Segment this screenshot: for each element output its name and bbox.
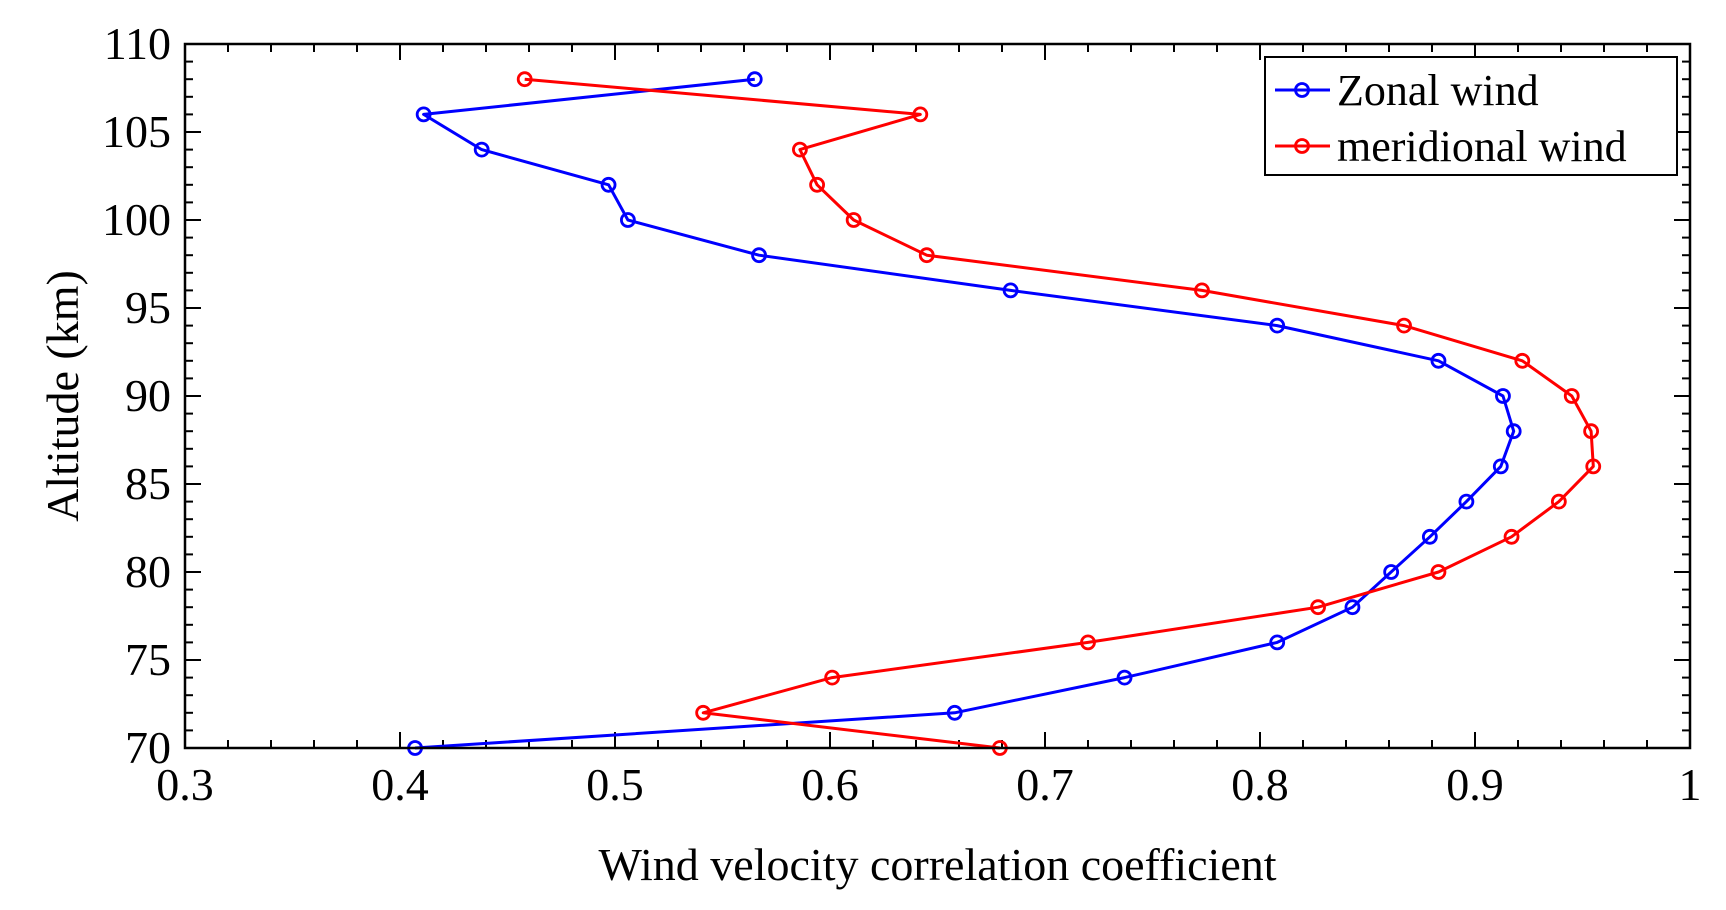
legend-label: Zonal wind: [1337, 66, 1539, 115]
y-tick-label: 95: [125, 282, 171, 333]
data-point: [516, 71, 533, 88]
data-point: [1269, 317, 1286, 334]
data-point: [415, 106, 432, 123]
y-tick-label: 75: [125, 634, 171, 685]
data-point: [1505, 423, 1522, 440]
x-tick-label: 0.9: [1446, 759, 1504, 810]
data-point: [1269, 634, 1286, 651]
x-tick-label: 0.3: [156, 759, 214, 810]
legend-items: Zonal wind meridional wind: [1275, 66, 1627, 171]
y-tick-label: 80: [125, 546, 171, 597]
x-tick-label: 1: [1679, 759, 1702, 810]
data-point: [1002, 282, 1019, 299]
data-point: [1583, 423, 1599, 440]
data-point: [746, 71, 763, 88]
data-point: [1421, 528, 1438, 545]
y-tick-label: 70: [125, 722, 171, 773]
legend-entry: meridional wind: [1275, 122, 1627, 171]
y-tick-label: 90: [125, 370, 171, 421]
data-point: [1396, 317, 1412, 334]
data-point: [1116, 669, 1133, 686]
data-point: [1563, 388, 1580, 404]
data-point: [792, 141, 808, 158]
data-point: [1514, 352, 1531, 369]
legend-swatch-marker: [1294, 138, 1310, 154]
data-point: [751, 247, 767, 264]
data-point: [1383, 564, 1400, 580]
legend: Zonal wind meridional wind: [1264, 56, 1678, 176]
data-point: [946, 704, 963, 721]
data-point: [695, 704, 712, 721]
data-point: [600, 176, 617, 193]
data-point: [1458, 493, 1475, 510]
legend-swatch-marker: [1294, 82, 1310, 98]
x-tick-label: 0.5: [586, 759, 644, 810]
y-tick-label: 105: [102, 106, 171, 157]
labels-layer: 0.3 0.4 0.5 0.6 0.7 0.8 0.9 1 70 75 80 85 90 95 100 105…: [102, 18, 1702, 810]
data-point: [1550, 493, 1567, 510]
data-point: [1503, 528, 1520, 545]
x-tick-label: 0.7: [1016, 759, 1074, 810]
data-point: [1194, 282, 1210, 299]
data-point: [1585, 458, 1602, 475]
data-point: [1495, 388, 1511, 404]
data-point: [1344, 599, 1361, 616]
x-tick-label: 0.4: [371, 759, 429, 810]
x-tick-label: 0.6: [801, 759, 859, 810]
data-point: [620, 212, 636, 228]
data-point: [1492, 458, 1509, 475]
data-point: [1430, 564, 1447, 580]
series-line: [524, 77, 1595, 750]
y-tick-label: 85: [125, 458, 171, 509]
x-axis-title: Wind velocity correlation coefficient: [598, 839, 1276, 890]
data-point: [912, 106, 929, 123]
legend-box: [1264, 56, 1678, 176]
data-point: [1310, 599, 1326, 616]
x-tick-label: 0.8: [1231, 759, 1289, 810]
legend-label: meridional wind: [1337, 122, 1627, 171]
legend-entry: Zonal wind: [1275, 66, 1539, 115]
data-point: [1430, 352, 1447, 369]
data-point: [473, 141, 490, 158]
series-2: [516, 71, 1602, 756]
y-tick-label: 100: [102, 194, 171, 245]
y-tick-label: 110: [104, 18, 171, 69]
data-point: [845, 212, 862, 228]
y-axis-title: Altitude (km): [37, 270, 88, 522]
data-point: [1080, 634, 1096, 651]
data-point: [918, 247, 935, 264]
data-point: [824, 669, 841, 686]
series-layer: [407, 71, 1602, 756]
plot-frame: [183, 42, 1692, 750]
series-1: [407, 71, 1522, 756]
data-point: [809, 176, 825, 193]
